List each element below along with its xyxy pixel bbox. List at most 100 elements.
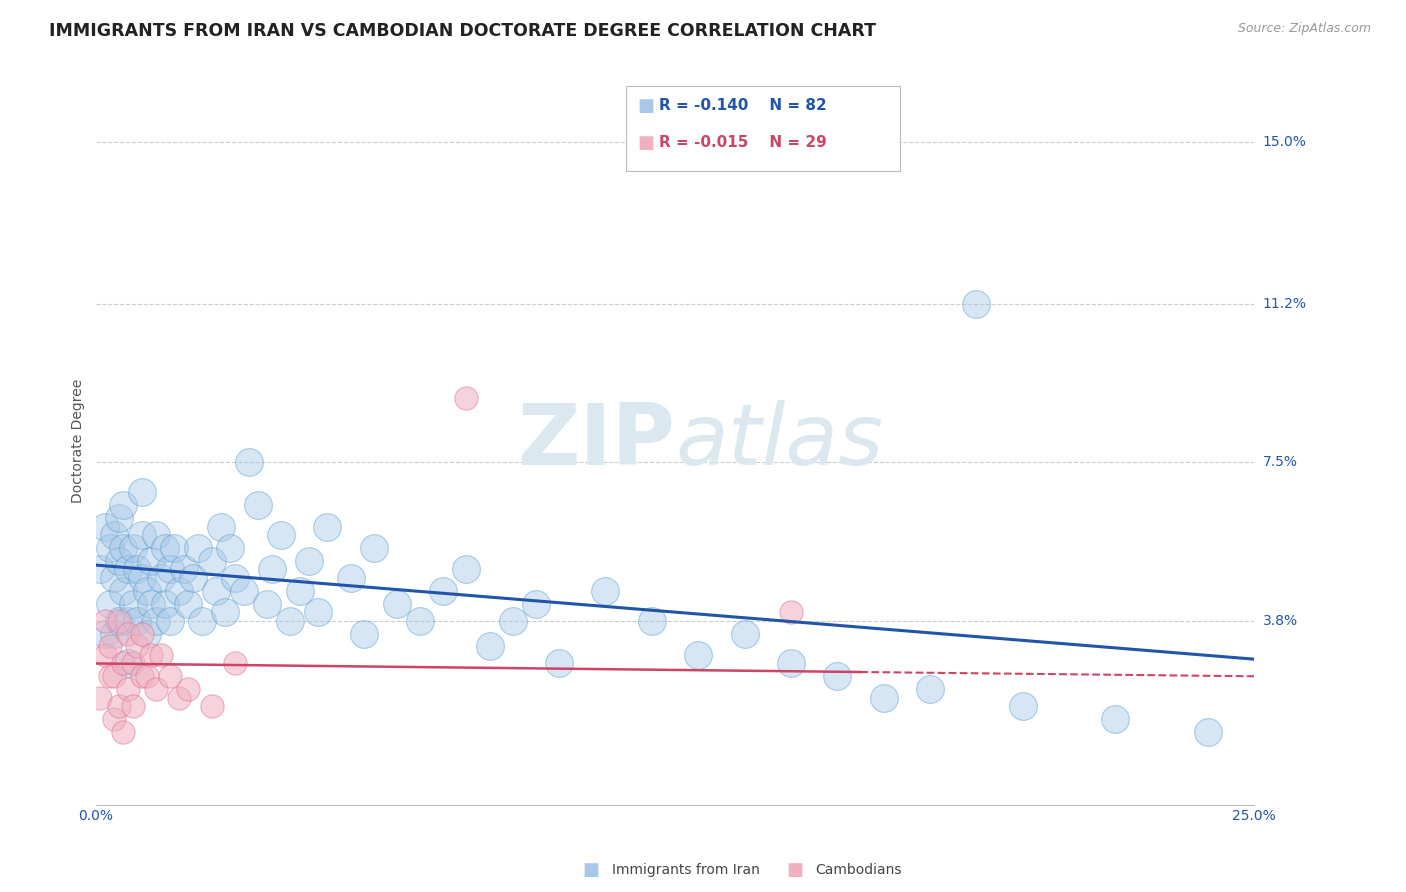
Point [288,583,311,598]
Point [385,597,408,611]
Point [121,699,143,714]
Point [127,640,149,654]
Point [191,614,214,628]
Point [214,605,236,619]
Point [316,519,339,533]
Text: ■: ■ [582,861,599,879]
Point [432,583,454,598]
Point [200,699,222,714]
Point [153,597,176,611]
Point [177,597,200,611]
Point [1104,712,1126,726]
Point [246,498,269,512]
Point [270,528,292,542]
Point [94,614,117,628]
Point [595,583,617,598]
Point [278,614,301,628]
Point [200,554,222,568]
Point [238,455,260,469]
Point [117,682,139,697]
Point [641,614,664,628]
Point [298,554,321,568]
Point [163,541,186,555]
Point [307,605,329,619]
Text: 7.5%: 7.5% [1263,456,1298,469]
Point [98,597,121,611]
Point [145,682,167,697]
Point [1197,725,1219,739]
Text: Source: ZipAtlas.com: Source: ZipAtlas.com [1237,22,1371,36]
Point [117,614,139,628]
Point [548,657,571,671]
Point [1011,699,1033,714]
Point [131,571,153,585]
Text: ZIP: ZIP [517,400,675,483]
Point [108,511,131,525]
Point [135,669,157,683]
Point [108,614,131,628]
Point [181,571,204,585]
Point [103,712,125,726]
Point [135,583,157,598]
Text: 3.8%: 3.8% [1263,614,1298,628]
Text: IMMIGRANTS FROM IRAN VS CAMBODIAN DOCTORATE DEGREE CORRELATION CHART: IMMIGRANTS FROM IRAN VS CAMBODIAN DOCTOR… [49,22,876,40]
Point [94,626,117,640]
Point [409,614,432,628]
Point [131,485,153,500]
Point [127,562,149,576]
Point [108,554,131,568]
Point [94,519,117,533]
Point [131,669,153,683]
Text: atlas: atlas [675,400,883,483]
Point [89,690,111,705]
Point [779,605,801,619]
Point [98,541,121,555]
Point [219,541,242,555]
Point [103,528,125,542]
Point [117,626,139,640]
Point [872,690,894,705]
Point [224,571,246,585]
Point [153,541,176,555]
Point [141,597,163,611]
Point [121,657,143,671]
Point [167,583,190,598]
Point [256,597,278,611]
Point [108,614,131,628]
Point [131,528,153,542]
Point [205,583,228,598]
Point [112,657,135,671]
Point [825,669,848,683]
Point [117,562,139,576]
Point [141,554,163,568]
Point [918,682,941,697]
Point [478,640,501,654]
Point [98,669,121,683]
Point [688,648,710,662]
Point [103,669,125,683]
Point [145,614,167,628]
Point [131,626,153,640]
Point [353,626,375,640]
Text: R = -0.015    N = 29: R = -0.015 N = 29 [659,135,827,150]
Point [94,648,117,662]
Point [456,391,478,405]
Point [98,640,121,654]
Point [209,519,232,533]
Point [233,583,256,598]
Point [965,297,987,311]
Point [159,614,181,628]
Point [121,597,143,611]
Point [159,562,181,576]
Y-axis label: Doctorate Degree: Doctorate Degree [72,379,86,503]
Point [224,657,246,671]
Point [149,648,172,662]
Point [149,571,172,585]
Text: ■: ■ [637,134,654,152]
Text: ■: ■ [786,861,803,879]
Point [112,498,135,512]
Point [103,626,125,640]
Point [135,626,157,640]
Point [779,657,801,671]
Text: R = -0.140    N = 82: R = -0.140 N = 82 [659,98,827,113]
